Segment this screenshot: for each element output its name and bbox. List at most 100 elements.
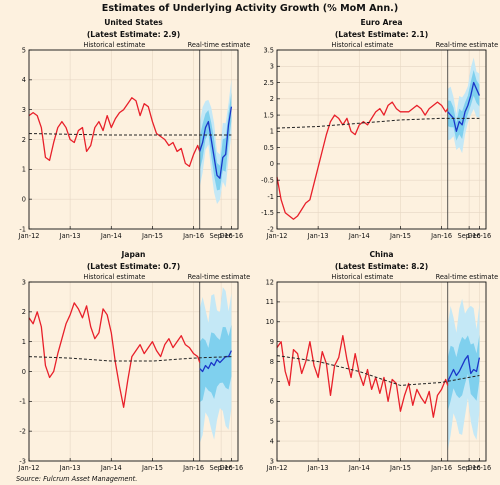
- panel-subtitle: (Latest Estimate: 0.7): [87, 262, 180, 271]
- plot-frame: [276, 49, 487, 230]
- panel-subtitle: (Latest Estimate: 8.2): [335, 262, 428, 271]
- x-tick-label: Dec-16: [468, 232, 492, 240]
- y-tick-label: 2: [22, 136, 26, 144]
- historical-series-line: [276, 335, 449, 418]
- chart-panel-1: United States (Latest Estimate: 2.9) Histo…: [18, 18, 251, 240]
- x-tick-label: Jan-16: [430, 464, 452, 472]
- y-tick-label: 3: [270, 63, 274, 71]
- historical-series-line: [28, 97, 201, 168]
- y-tick-label: 2: [22, 308, 26, 316]
- y-tick-label: 1: [22, 166, 26, 174]
- x-tick-label: Sep-16: [210, 232, 233, 240]
- plot-frame: [276, 281, 487, 462]
- x-tick-label: Jan-12: [18, 464, 40, 472]
- y-tick-label: -1: [267, 193, 274, 201]
- chart-panel-2: Euro Area (Latest Estimate: 2.1) Historica…: [261, 18, 498, 240]
- y-tick-label: 0: [270, 160, 274, 168]
- panel-subtitle: (Latest Estimate: 2.1): [335, 30, 428, 39]
- y-tick-label: 8: [270, 358, 274, 366]
- y-tick-label: 1.5: [264, 111, 275, 119]
- y-tick-label: 9: [270, 338, 274, 346]
- panel-title: China: [369, 250, 393, 259]
- x-tick-label: Jan-13: [59, 232, 81, 240]
- x-tick-label: Sep-16: [458, 232, 481, 240]
- source-note: Source: Fulcrum Asset Management.: [16, 475, 137, 483]
- y-tick-label: -2: [19, 427, 26, 435]
- y-tick-label: 2.5: [264, 79, 275, 87]
- y-tick-label: 0: [22, 195, 26, 203]
- panels: United States (Latest Estimate: 2.9) Histo…: [18, 18, 499, 472]
- y-tick-label: 11: [266, 298, 274, 306]
- y-tick-label: 1: [22, 338, 26, 346]
- segment-label-historical: Historical estimate: [331, 273, 393, 281]
- panel-subtitle: (Latest Estimate: 2.9): [87, 30, 180, 39]
- x-tick-label: Jan-14: [100, 232, 122, 240]
- y-tick-label: -1: [19, 225, 26, 233]
- segment-label-realtime: Real-time estimate: [436, 273, 499, 281]
- realtime-series-line: [447, 354, 481, 382]
- y-tick-label: -1.5: [261, 209, 274, 217]
- band-inner: [199, 92, 232, 191]
- segment-label-historical: Historical estimate: [83, 41, 145, 49]
- y-tick-label: 3: [22, 106, 26, 114]
- chart-panel-3: Japan (Latest Estimate: 0.7) Historical es…: [18, 250, 251, 472]
- y-tick-label: 4: [22, 76, 26, 84]
- trend-line: [276, 117, 480, 129]
- y-tick-label: 3.5: [264, 46, 275, 54]
- x-tick-label: Dec-16: [220, 464, 244, 472]
- y-tick-label: -0.5: [261, 176, 274, 184]
- panel-title: United States: [104, 18, 163, 27]
- y-tick-label: 5: [270, 418, 274, 426]
- y-tick-label: 3: [22, 278, 26, 286]
- x-tick-label: Jan-13: [307, 464, 329, 472]
- y-tick-label: 4: [270, 437, 274, 445]
- segment-label-realtime: Real-time estimate: [188, 41, 251, 49]
- band-inner: [447, 334, 480, 412]
- x-tick-label: Dec-16: [468, 464, 492, 472]
- band-inner: [447, 70, 480, 141]
- x-tick-label: Jan-14: [348, 464, 370, 472]
- y-tick-label: -3: [19, 457, 26, 465]
- y-tick-label: 12: [266, 278, 274, 286]
- trend-line: [28, 356, 232, 362]
- y-tick-label: 10: [266, 318, 274, 326]
- y-tick-label: 1: [270, 128, 274, 136]
- x-tick-label: Jan-12: [18, 232, 40, 240]
- x-tick-label: Jan-15: [141, 464, 163, 472]
- y-tick-label: 0.5: [264, 144, 275, 152]
- y-tick-label: 2: [270, 95, 274, 103]
- y-tick-label: -2: [267, 225, 274, 233]
- y-tick-label: 5: [22, 46, 26, 54]
- y-tick-label: -1: [19, 398, 26, 406]
- x-tick-label: Jan-16: [182, 464, 204, 472]
- x-tick-label: Jan-15: [389, 232, 411, 240]
- y-tick-label: 3: [270, 457, 274, 465]
- trend-line: [28, 133, 232, 136]
- segment-label-historical: Historical estimate: [83, 273, 145, 281]
- historical-series-line: [276, 101, 449, 220]
- x-tick-label: Jan-13: [59, 464, 81, 472]
- chart-panel-4: China (Latest Estimate: 8.2) Historical es…: [266, 250, 499, 472]
- x-tick-label: Jan-12: [266, 232, 288, 240]
- x-tick-label: Jan-15: [389, 464, 411, 472]
- x-tick-label: Jan-16: [182, 232, 204, 240]
- x-tick-label: Jan-16: [430, 232, 452, 240]
- segment-label-realtime: Real-time estimate: [188, 273, 251, 281]
- y-tick-label: 0: [22, 368, 26, 376]
- segment-label-historical: Historical estimate: [331, 41, 393, 49]
- y-tick-label: 6: [270, 398, 274, 406]
- historical-series-line: [28, 302, 201, 408]
- figure-title: Estimates of Underlying Activity Growth …: [102, 3, 398, 14]
- trend-line: [276, 355, 480, 386]
- panel-title: Japan: [121, 250, 146, 259]
- x-tick-label: Jan-13: [307, 232, 329, 240]
- x-tick-label: Jan-14: [348, 232, 370, 240]
- x-tick-label: Dec-16: [220, 232, 244, 240]
- band-outer: [199, 79, 232, 205]
- x-tick-label: Jan-12: [266, 464, 288, 472]
- x-tick-label: Sep-16: [458, 464, 481, 472]
- x-tick-label: Sep-16: [210, 464, 233, 472]
- x-tick-label: Jan-15: [141, 232, 163, 240]
- panel-title: Euro Area: [360, 18, 402, 27]
